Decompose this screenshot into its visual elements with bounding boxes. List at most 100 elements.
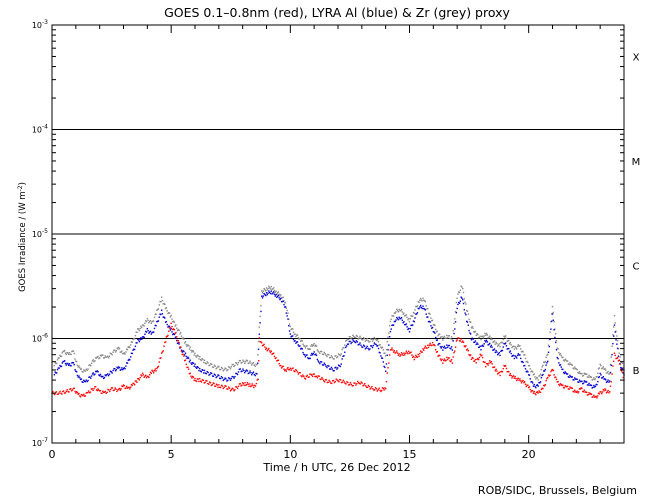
series-0-point [414,356,416,359]
series-2-point [408,320,411,323]
series-2-point [74,358,76,360]
series-1-point [158,316,160,318]
series-2-point [237,361,240,364]
series-0-point [409,352,411,354]
chart-title: GOES 0.1–0.8nm (red), LYRA Al (blue) & Z… [164,5,510,20]
series-2-point [199,355,201,358]
series-2-point [383,352,385,355]
series-1-point [99,373,102,376]
series-2-point [112,351,114,353]
series-1-point [288,325,290,327]
series-2-point [119,351,122,353]
series-1-point [433,331,435,333]
series-1-point [578,379,581,381]
series-0-point [564,385,566,387]
series-2-point [241,361,243,364]
series-2-point [102,354,104,356]
series-0-point [231,387,233,390]
series-0-point [183,355,185,357]
series-2-point [82,371,84,373]
series-0-point [343,381,345,383]
series-2-point [122,352,124,355]
series-0-point [621,371,624,374]
series-1-point [210,372,212,374]
series-2-point [566,360,569,362]
series-2-point [489,335,491,337]
series-2-point [155,313,157,316]
series-0-point [214,385,217,388]
series-1-point [320,361,322,363]
series-2-point [331,356,334,358]
series-1-point [134,345,137,348]
series-1-point [489,346,492,348]
series-1-point [505,345,508,347]
series-0-point [205,379,207,382]
series-0-point [280,367,283,369]
series-2-point [157,308,160,310]
series-2-point [554,332,557,335]
series-1-point [431,326,434,329]
series-0-point [167,334,169,337]
series-1-point [191,361,194,364]
series-1-point [98,374,101,377]
series-0-point [65,390,67,393]
series-0-point [420,351,423,353]
series-0-point [459,340,462,342]
series-1-point [539,382,541,384]
series-0-point [358,382,361,385]
series-0-point [165,336,168,338]
series-2-point [329,356,332,359]
series-1-point [376,345,378,347]
series-1-point [382,361,384,363]
series-1-point [135,342,137,344]
series-1-point [492,349,494,351]
series-2-point [141,324,144,326]
series-0-point [494,370,496,372]
series-2-point [191,349,194,352]
series-1-point [139,339,141,341]
series-1-point [611,353,613,356]
series-0-point [560,383,562,386]
series-1-point [272,292,274,294]
series-0-point [568,388,570,390]
series-2-point [145,320,148,323]
series-2-point [175,324,177,326]
series-2-point [536,377,539,379]
series-0-point [596,397,598,399]
series-1-point [239,368,241,370]
series-1-point [509,350,512,352]
series-2-point [372,338,375,341]
series-0-point [411,354,413,356]
series-2-point [93,360,95,363]
series-2-point [345,340,347,342]
series-0-point [308,376,310,378]
series-1-point [233,377,235,379]
series-1-point [251,374,253,376]
series-1-point [337,364,340,366]
series-0-point [230,389,233,391]
series-1-point [512,354,515,357]
series-1-point [293,340,296,342]
series-1-point [227,379,229,382]
series-2-point [310,345,312,347]
series-0-point [395,351,397,354]
series-1-point [388,344,390,346]
series-0-point [284,369,287,371]
series-0-point [558,384,561,387]
series-0-point [63,392,66,394]
series-1-point [614,331,616,333]
series-1-point [365,347,368,349]
series-2-point [433,323,435,326]
series-0-point [133,382,135,385]
series-1-point [219,377,222,380]
series-0-point [246,382,249,384]
series-0-point [216,384,218,386]
series-1-point [538,382,540,384]
series-2-point [500,342,502,344]
series-1-point [593,384,595,387]
series-1-point [427,320,430,323]
series-1-point [252,371,255,373]
series-2-point [485,334,487,336]
series-2-point [295,335,297,338]
series-0-point [578,388,581,390]
